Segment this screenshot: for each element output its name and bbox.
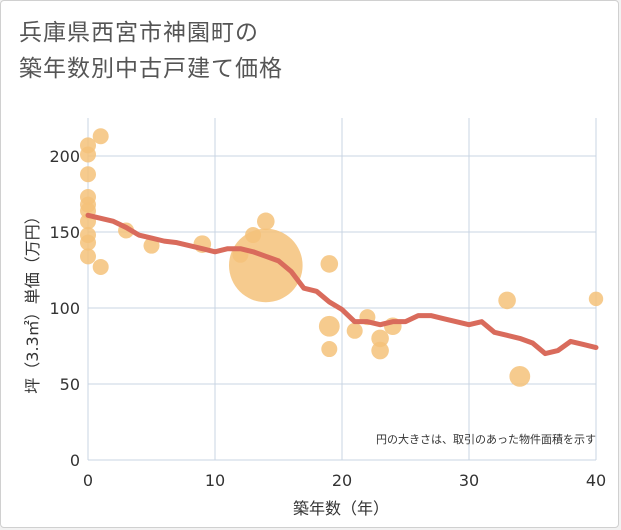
bubble-size-note: 円の大きさは、取引のあった物件面積を示す [376, 432, 596, 446]
x-tick-label: 30 [459, 471, 479, 490]
scatter-point [321, 341, 338, 358]
scatter-point [80, 248, 96, 265]
scatter-point [371, 341, 389, 360]
scatter-point [80, 146, 96, 163]
tick-labels: 0 10 20 30 40 0 50 100 150 200 [49, 147, 606, 490]
y-tick-label: 50 [60, 375, 80, 394]
y-axis-title: 坪（3.3㎡）単価（万円） [23, 208, 42, 393]
scatter-point [318, 315, 340, 337]
scatter-point [92, 128, 109, 145]
scatter-point [588, 291, 604, 307]
scatter-point [80, 234, 96, 251]
title-line-2: 築年数別中古戸建て価格 [19, 56, 283, 82]
x-tick-label: 20 [332, 471, 352, 490]
scatter-point [509, 366, 531, 387]
y-tick-label: 200 [49, 147, 80, 166]
scatter-point [228, 228, 303, 303]
scatter-point [257, 212, 275, 231]
x-axis-title: 築年数（年） [293, 499, 389, 518]
average-price-line [85, 212, 599, 357]
x-tick-label: 10 [205, 471, 225, 490]
y-tick-label: 100 [49, 299, 80, 318]
x-tick-label: 40 [586, 471, 606, 490]
scatter-point [80, 166, 96, 183]
x-tick-label: 0 [83, 471, 93, 490]
chart-title: 兵庫県西宮市神園町の 築年数別中古戸建て価格 [19, 15, 283, 87]
scatter-point [371, 329, 389, 348]
scatter-point [498, 291, 516, 310]
scatter-point [320, 255, 339, 273]
scatter-point [346, 322, 363, 339]
scatter-point [143, 237, 160, 254]
grid-lines [87, 118, 597, 461]
y-tick-label: 150 [49, 223, 80, 242]
y-tick-label: 0 [70, 451, 80, 470]
title-line-1: 兵庫県西宮市神園町の [19, 20, 259, 46]
scatter-point [92, 258, 109, 275]
